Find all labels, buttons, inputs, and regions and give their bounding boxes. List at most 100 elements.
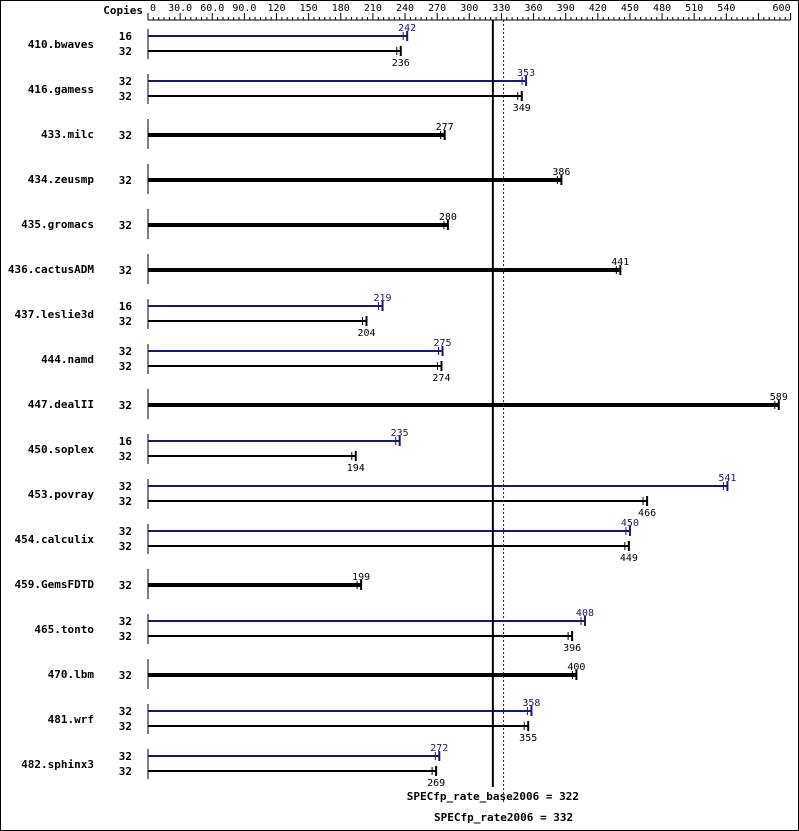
peak-copies: 32 — [119, 480, 132, 493]
benchmark-name: 481.wrf — [48, 713, 94, 726]
x-tick-label: 0 — [150, 3, 156, 14]
benchmark-row: 416.gamess 353 32 349 32 — [28, 68, 535, 114]
x-tick-label: 420 — [589, 3, 607, 14]
x-axis: 0 30.0 60.0 90.0 120 150 180 210 240 270 300 330 360… — [147, 3, 792, 21]
benchmark-name: 453.povray — [28, 488, 95, 501]
benchmark-name: 450.soplex — [28, 443, 95, 456]
peak-copies: 32 — [119, 525, 132, 538]
benchmark-row: 482.sphinx3 272 32 269 32 — [21, 743, 448, 789]
x-tick-label: 240 — [396, 3, 414, 14]
base-copies: 32 — [119, 90, 132, 103]
x-tick-label: 30.0 — [168, 3, 192, 14]
benchmark-row: 447.dealII 589 32 — [28, 389, 788, 419]
x-tick-label: 360 — [525, 3, 543, 14]
peak-reference-label: SPECfp_rate2006 = 332 — [434, 811, 573, 824]
benchmark-row: 465.tonto 408 32 396 32 — [34, 608, 594, 654]
x-tick-label: 540 — [717, 3, 735, 14]
benchmark-row: 433.milc 277 32 — [41, 119, 454, 149]
benchmark-name: 444.namd — [41, 353, 94, 366]
peak-value-label: 242 — [398, 23, 416, 34]
peak-value-label: 358 — [522, 698, 540, 709]
base-copies: 32 — [119, 540, 132, 553]
benchmark-row: 444.namd 275 32 274 32 — [41, 338, 452, 384]
peak-value-label: 353 — [517, 68, 535, 79]
benchmark-row: 450.soplex 235 16 194 32 — [28, 428, 409, 474]
benchmark-name: 436.cactusADM — [8, 263, 94, 276]
base-copies: 32 — [119, 129, 132, 142]
base-copies: 32 — [119, 264, 132, 277]
x-tick-label: 390 — [557, 3, 575, 14]
copies-header: Copies — [103, 4, 143, 17]
base-value-label: 204 — [357, 328, 375, 339]
peak-copies: 16 — [119, 30, 133, 43]
base-value-label: 280 — [439, 212, 457, 223]
peak-value-label: 272 — [430, 743, 448, 754]
x-tick-label: 120 — [267, 3, 285, 14]
reference-lines: SPECfp_rate_base2006 = 322 SPECfp_rate200… — [407, 20, 579, 824]
peak-value-label: 541 — [718, 473, 736, 484]
x-tick-label: 510 — [685, 3, 703, 14]
benchmark-name: 434.zeusmp — [28, 173, 95, 186]
peak-value-label: 408 — [576, 608, 594, 619]
benchmark-name: 433.milc — [41, 128, 94, 141]
base-copies: 32 — [119, 669, 132, 682]
benchmark-name: 416.gamess — [28, 83, 94, 96]
benchmark-row: 459.GemsFDTD 199 32 — [15, 569, 370, 599]
bars: 410.bwaves 242 16 236 32 416.gamess 353 32 349 32… — [8, 23, 788, 789]
base-value-label: 355 — [519, 733, 537, 744]
x-tick-label: 600 — [773, 3, 791, 14]
base-copies: 32 — [119, 579, 132, 592]
peak-value-label: 450 — [621, 518, 639, 529]
peak-copies: 32 — [119, 345, 132, 358]
x-tick-label: 180 — [332, 3, 350, 14]
base-copies: 32 — [119, 399, 132, 412]
benchmark-name: 459.GemsFDTD — [15, 578, 95, 591]
base-copies: 32 — [119, 219, 132, 232]
base-copies: 32 — [119, 630, 132, 643]
base-value-label: 277 — [436, 122, 454, 133]
base-value-label: 589 — [770, 392, 788, 403]
x-tick-label: 450 — [621, 3, 639, 14]
peak-copies: 32 — [119, 615, 132, 628]
x-tick-label: 330 — [492, 3, 510, 14]
benchmark-name: 482.sphinx3 — [21, 758, 94, 771]
peak-value-label: 235 — [391, 428, 409, 439]
benchmark-row: 453.povray 541 32 466 32 — [28, 473, 737, 519]
benchmark-row: 454.calculix 450 32 449 32 — [15, 518, 639, 564]
base-reference-label: SPECfp_rate_base2006 = 322 — [407, 790, 579, 803]
x-tick-label: 480 — [653, 3, 671, 14]
benchmark-name: 437.leslie3d — [15, 308, 94, 321]
base-copies: 32 — [119, 315, 132, 328]
base-copies: 32 — [119, 450, 132, 463]
benchmark-row: 437.leslie3d 219 16 204 32 — [15, 293, 392, 339]
benchmark-name: 470.lbm — [48, 668, 95, 681]
benchmark-row: 470.lbm 400 32 — [48, 659, 585, 689]
benchmark-row: 436.cactusADM 441 32 — [8, 254, 629, 284]
peak-value-label: 219 — [374, 293, 392, 304]
base-value-label: 269 — [427, 778, 445, 789]
x-tick-label: 90.0 — [232, 3, 256, 14]
base-copies: 32 — [119, 45, 132, 58]
base-value-label: 396 — [563, 643, 581, 654]
x-tick-label: 270 — [428, 3, 446, 14]
base-value-label: 386 — [552, 167, 570, 178]
peak-copies: 32 — [119, 750, 132, 763]
base-value-label: 274 — [432, 373, 450, 384]
base-value-label: 441 — [611, 257, 629, 268]
base-copies: 32 — [119, 495, 132, 508]
peak-copies: 16 — [119, 300, 133, 313]
base-value-label: 236 — [392, 58, 410, 69]
peak-copies: 32 — [119, 75, 132, 88]
benchmark-name: 465.tonto — [34, 623, 94, 636]
peak-copies: 32 — [119, 705, 132, 718]
benchmark-name: 454.calculix — [15, 533, 95, 546]
base-value-label: 199 — [352, 572, 370, 583]
peak-copies: 16 — [119, 435, 133, 448]
x-tick-label: 60.0 — [200, 3, 224, 14]
base-copies: 32 — [119, 360, 132, 373]
benchmark-row: 434.zeusmp 386 32 — [28, 164, 570, 194]
benchmark-name: 435.gromacs — [21, 218, 94, 231]
x-tick-label: 210 — [364, 3, 382, 14]
